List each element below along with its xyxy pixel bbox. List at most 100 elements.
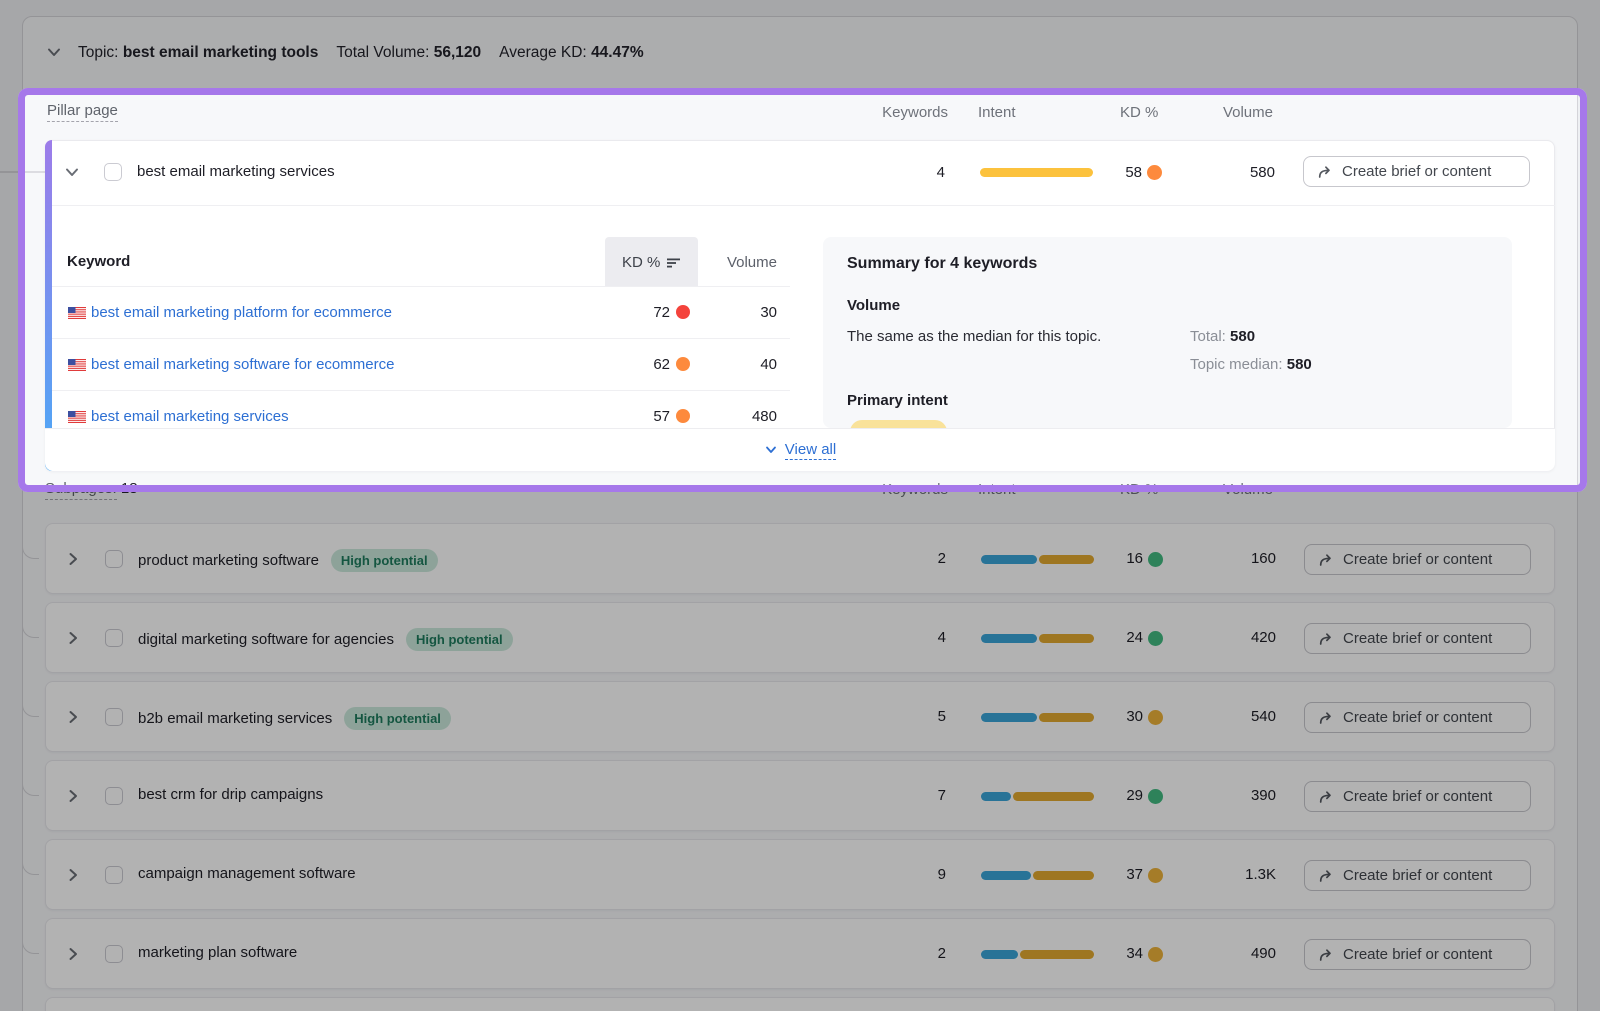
pillar-kd-dot xyxy=(1147,165,1162,180)
topic-total-volume: Total Volume: 56,120 xyxy=(336,44,482,61)
subpage-intent-bar xyxy=(981,713,1094,722)
subpage-expand-chevron-icon[interactable] xyxy=(65,788,81,804)
pillar-create-brief-button[interactable]: Create brief or content xyxy=(1303,156,1530,187)
tree-elbow-connector xyxy=(22,695,39,717)
kd-dot xyxy=(1148,789,1163,804)
keyword-kd-value: 62 xyxy=(653,356,670,373)
subpage-checkbox[interactable] xyxy=(105,866,123,884)
subpage-kd-value: 29 xyxy=(1126,787,1143,804)
intent-segment-gold xyxy=(1020,950,1094,959)
subpage-row-label: marketing plan software xyxy=(138,944,298,961)
subpage-expand-chevron-icon[interactable] xyxy=(65,946,81,962)
intent-segment-gold xyxy=(1039,634,1094,643)
summary-volume-heading: Volume xyxy=(847,297,901,314)
create-brief-arrow-icon xyxy=(1319,553,1331,566)
keyword-kd-value: 57 xyxy=(653,408,670,425)
kd-dot xyxy=(1148,868,1163,883)
subpage-create-brief-button[interactable]: Create brief or content xyxy=(1304,781,1531,812)
intent-segment-blue xyxy=(981,871,1031,880)
tree-elbow-connector xyxy=(22,853,39,875)
kd-dot xyxy=(1148,631,1163,646)
subpage-kd-value: 24 xyxy=(1126,629,1143,646)
kd-dot xyxy=(1148,710,1163,725)
kd-sort-header-cell[interactable] xyxy=(605,237,698,287)
kd-dot xyxy=(676,357,690,371)
col-header-keywords: Keywords xyxy=(882,104,948,121)
subpage-row-label: product marketing software xyxy=(138,552,319,569)
high-potential-badge: High potential xyxy=(405,628,513,651)
view-all-bar: View all xyxy=(45,428,1555,471)
subpage-title-group: marketing plan software xyxy=(138,944,297,961)
keyword-row: best email marketing platform for ecomme… xyxy=(45,287,790,339)
subpage-expand-chevron-icon[interactable] xyxy=(65,551,81,567)
subpage-checkbox[interactable] xyxy=(105,550,123,568)
subpage-card-partial xyxy=(45,997,1555,1011)
keyword-row: best email marketing services 57 480 xyxy=(45,391,790,428)
subpage-intent-bar xyxy=(981,792,1094,801)
subpage-create-brief-button[interactable]: Create brief or content xyxy=(1304,860,1531,891)
topic-average-kd: Average KD: 44.47% xyxy=(499,44,644,61)
intent-segment-blue xyxy=(981,792,1011,801)
subpage-keywords-count: 9 xyxy=(937,866,946,883)
subpage-checkbox[interactable] xyxy=(105,787,123,805)
subpage-title-group: product marketing software High potentia… xyxy=(138,549,438,572)
subpages-col-header-volume: Volume xyxy=(1222,481,1273,498)
keyword-link[interactable]: best email marketing platform for ecomme… xyxy=(91,304,392,321)
subpage-card: campaign management software 9 37 1.3K C… xyxy=(45,839,1555,910)
subpage-title-group: digital marketing software for agencies … xyxy=(138,628,513,651)
pillar-checkbox[interactable] xyxy=(104,163,122,181)
keyword-volume-value: 480 xyxy=(751,408,777,425)
pillar-page-label[interactable]: Pillar page xyxy=(47,102,118,122)
subpage-intent-bar xyxy=(981,634,1094,643)
subpage-volume-value: 160 xyxy=(1250,550,1276,567)
subpage-kd-value: 34 xyxy=(1126,945,1143,962)
summary-primary-intent-heading: Primary intent xyxy=(847,392,948,409)
subpage-volume-value: 1.3K xyxy=(1245,866,1276,883)
keyword-link[interactable]: best email marketing software for ecomme… xyxy=(91,356,395,373)
keyword-kd-value: 72 xyxy=(653,304,670,321)
create-brief-arrow-icon xyxy=(1319,790,1331,803)
tree-elbow-connector xyxy=(22,774,39,796)
subpage-volume-value: 490 xyxy=(1250,945,1276,962)
subpage-keywords-count: 4 xyxy=(937,629,946,646)
keyword-link[interactable]: best email marketing services xyxy=(91,408,289,425)
subpages-label[interactable]: Subpages: 18 xyxy=(45,480,138,500)
topic-header: Topic: best email marketing tools Total … xyxy=(78,43,644,63)
subpage-checkbox[interactable] xyxy=(105,945,123,963)
subpage-expand-chevron-icon[interactable] xyxy=(65,630,81,646)
subpage-create-brief-button[interactable]: Create brief or content xyxy=(1304,939,1531,970)
col-header-volume: Volume xyxy=(1222,104,1273,121)
tree-connector-stub xyxy=(0,171,23,173)
subpage-expand-chevron-icon[interactable] xyxy=(65,867,81,883)
topic-collapse-chevron-icon[interactable] xyxy=(46,44,62,60)
subpage-kd-value: 16 xyxy=(1126,550,1143,567)
subpage-expand-chevron-icon[interactable] xyxy=(65,709,81,725)
subpage-card: product marketing software High potentia… xyxy=(45,523,1555,594)
subpage-create-brief-button[interactable]: Create brief or content xyxy=(1304,544,1531,575)
subpage-intent-bar xyxy=(981,555,1094,564)
pillar-kd-value: 58 xyxy=(1125,164,1142,181)
pillar-expand-chevron-icon[interactable] xyxy=(64,164,80,180)
view-all-link[interactable]: View all xyxy=(784,440,837,460)
summary-total: Total: 580 xyxy=(1190,328,1256,345)
summary-topic-median: Topic median: 580 xyxy=(1190,356,1312,373)
primary-intent-pill xyxy=(850,420,947,428)
intent-segment-gold xyxy=(1039,555,1094,564)
kd-dot xyxy=(1148,947,1163,962)
subpage-checkbox[interactable] xyxy=(105,629,123,647)
subpage-row-label: campaign management software xyxy=(138,865,356,882)
keyword-volume-header: Volume xyxy=(726,254,777,271)
us-flag-icon xyxy=(68,307,86,319)
subpage-create-brief-button[interactable]: Create brief or content xyxy=(1304,623,1531,654)
kd-sort-header[interactable]: KD % xyxy=(622,254,681,271)
col-header-kd: KD % xyxy=(1120,104,1159,121)
subpage-volume-value: 540 xyxy=(1250,708,1276,725)
subpage-checkbox[interactable] xyxy=(105,708,123,726)
subpage-title-group: b2b email marketing services High potent… xyxy=(138,707,451,730)
subpage-create-brief-button[interactable]: Create brief or content xyxy=(1304,702,1531,733)
pillar-accent-stripe xyxy=(45,140,52,471)
keyword-volume-value: 40 xyxy=(760,356,777,373)
tree-connector-pillar xyxy=(25,171,45,173)
intent-segment-blue xyxy=(981,555,1037,564)
intent-segment-gold xyxy=(1033,871,1094,880)
